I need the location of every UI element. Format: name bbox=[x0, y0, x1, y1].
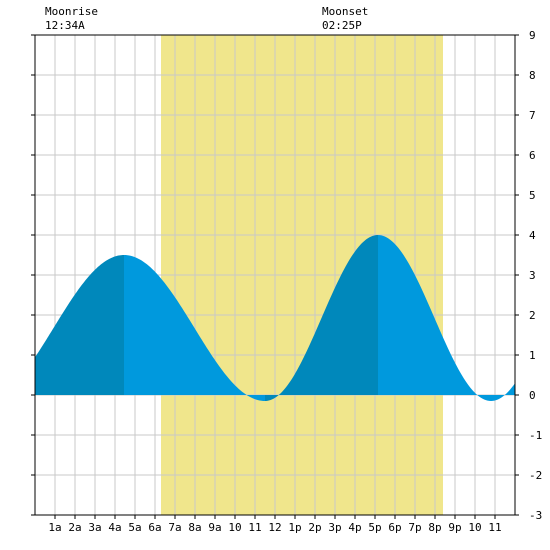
x-tick-label: 2p bbox=[308, 521, 321, 534]
x-tick-label: 1a bbox=[48, 521, 61, 534]
y-tick-label: 5 bbox=[529, 189, 536, 202]
x-tick-label: 8a bbox=[188, 521, 201, 534]
x-tick-label: 10 bbox=[468, 521, 481, 534]
x-tick-label: 12 bbox=[268, 521, 281, 534]
y-tick-label: 9 bbox=[529, 29, 536, 42]
x-tick-label: 10 bbox=[228, 521, 241, 534]
tide-falling-area bbox=[124, 255, 265, 401]
x-tick-label: 2a bbox=[68, 521, 81, 534]
moonrise-label: Moonrise bbox=[45, 5, 98, 18]
x-tick-label: 4a bbox=[108, 521, 121, 534]
y-tick-label: -2 bbox=[529, 469, 542, 482]
x-tick-label: 3p bbox=[328, 521, 341, 534]
x-tick-label: 11 bbox=[488, 521, 501, 534]
moonset-time: 02:25P bbox=[322, 19, 362, 32]
y-tick-label: -1 bbox=[529, 429, 542, 442]
x-tick-label: 4p bbox=[348, 521, 361, 534]
tide-falling-area bbox=[378, 235, 515, 401]
moonrise-time: 12:34A bbox=[45, 19, 85, 32]
x-tick-label: 7a bbox=[168, 521, 181, 534]
tide-rising-area bbox=[35, 255, 124, 395]
x-tick-label: 11 bbox=[248, 521, 261, 534]
x-tick-label: 8p bbox=[428, 521, 441, 534]
x-tick-label: 6p bbox=[388, 521, 401, 534]
moonset-label: Moonset bbox=[322, 5, 368, 18]
x-tick-label: 9p bbox=[448, 521, 461, 534]
tide-rising-area bbox=[265, 235, 378, 401]
x-tick-label: 5p bbox=[368, 521, 381, 534]
x-tick-label: 5a bbox=[128, 521, 141, 534]
y-tick-label: 4 bbox=[529, 229, 536, 242]
x-tick-label: 3a bbox=[88, 521, 101, 534]
x-tick-label: 7p bbox=[408, 521, 421, 534]
y-tick-label: -3 bbox=[529, 509, 542, 522]
y-tick-label: 7 bbox=[529, 109, 536, 122]
y-tick-label: 1 bbox=[529, 349, 536, 362]
x-tick-label: 6a bbox=[148, 521, 161, 534]
y-tick-label: 6 bbox=[529, 149, 536, 162]
y-tick-label: 3 bbox=[529, 269, 536, 282]
y-tick-label: 8 bbox=[529, 69, 536, 82]
y-tick-label: 0 bbox=[529, 389, 536, 402]
x-tick-label: 1p bbox=[288, 521, 301, 534]
y-tick-label: 2 bbox=[529, 309, 536, 322]
x-tick-label: 9a bbox=[208, 521, 221, 534]
